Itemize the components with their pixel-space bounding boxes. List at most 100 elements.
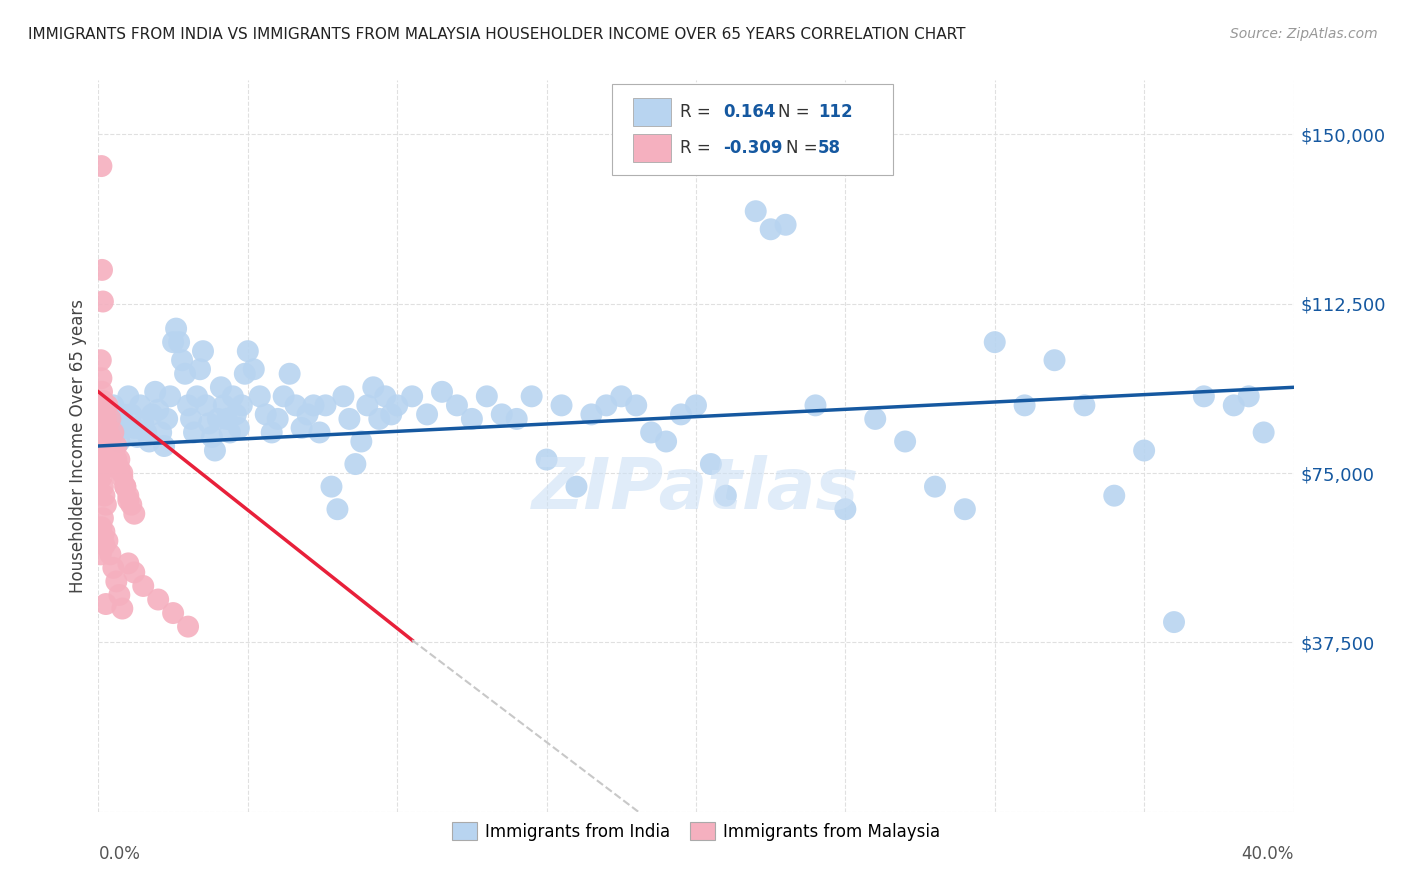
Point [215,412,238,426]
Point [491,408,513,422]
Text: IMMIGRANTS FROM INDIA VS IMMIGRANTS FROM MALAYSIA HOUSEHOLDER INCOME OVER 65 YEA: IMMIGRANTS FROM INDIA VS IMMIGRANTS FROM… [28,27,966,42]
Point [243,362,266,376]
Point [180,412,202,426]
Point [91,443,114,458]
Point [446,398,468,412]
Point [93,403,115,417]
Point [117,489,139,503]
Point [374,389,396,403]
Point [188,362,211,376]
Point [308,425,330,440]
Point [1253,425,1275,440]
Point [159,389,181,403]
Point [536,452,558,467]
Point [326,502,349,516]
Point [177,619,200,633]
FancyBboxPatch shape [633,135,671,162]
Point [626,398,648,412]
Point [1223,398,1246,412]
Text: 0.0%: 0.0% [98,845,141,863]
Point [321,480,343,494]
Point [90,398,112,412]
Point [225,408,247,422]
Point [291,421,314,435]
Point [103,425,125,440]
Point [108,452,131,467]
Point [148,592,170,607]
Point [344,457,367,471]
Point [93,538,115,552]
Point [430,384,453,399]
Point [93,489,115,503]
Point [96,398,118,412]
Point [385,398,409,412]
Point [117,557,139,571]
Point [93,524,115,539]
Point [1073,398,1095,412]
Point [475,389,498,403]
Point [201,430,224,444]
Point [91,417,114,431]
Point [156,412,179,426]
FancyBboxPatch shape [633,98,671,126]
Point [174,367,197,381]
Text: N =: N = [786,139,823,157]
Point [132,417,155,431]
Point [90,470,112,484]
Point [520,389,543,403]
Point [204,443,226,458]
Point [207,412,229,426]
Point [167,335,190,350]
Point [759,222,782,236]
Text: N =: N = [779,103,815,120]
Point [595,398,617,412]
Point [103,561,125,575]
Text: R =: R = [681,139,717,157]
Point [1237,389,1260,403]
Y-axis label: Householder Income Over 65 years: Householder Income Over 65 years [69,299,87,593]
Legend: Immigrants from India, Immigrants from Malaysia: Immigrants from India, Immigrants from M… [444,816,948,847]
Point [114,421,136,435]
Point [260,425,283,440]
Point [150,425,173,440]
Point [111,408,134,422]
Point [90,159,112,173]
Text: -0.309: -0.309 [724,139,783,157]
Point [162,606,184,620]
Point [610,389,633,403]
Point [356,398,378,412]
Point [700,457,723,471]
Point [254,408,277,422]
Point [98,412,122,426]
Point [506,412,529,426]
Point [91,294,114,309]
Point [135,425,157,440]
Point [550,398,572,412]
Point [94,412,117,426]
Point [339,412,361,426]
Point [90,371,112,385]
Point [804,398,827,412]
Point [581,408,603,422]
Point [96,408,118,422]
Point [236,344,259,359]
Point [685,398,707,412]
Text: 0.164: 0.164 [724,103,776,120]
Point [350,434,373,449]
Point [363,380,385,394]
Point [98,425,122,440]
Point [98,547,122,561]
Point [114,480,136,494]
Point [565,480,588,494]
Point [91,263,114,277]
Text: Source: ZipAtlas.com: Source: ZipAtlas.com [1230,27,1378,41]
Point [93,425,115,440]
Point [231,398,253,412]
Point [114,480,136,494]
Point [129,398,152,412]
Point [111,601,134,615]
Point [90,353,112,368]
Point [315,398,337,412]
Point [332,389,354,403]
Point [297,408,319,422]
